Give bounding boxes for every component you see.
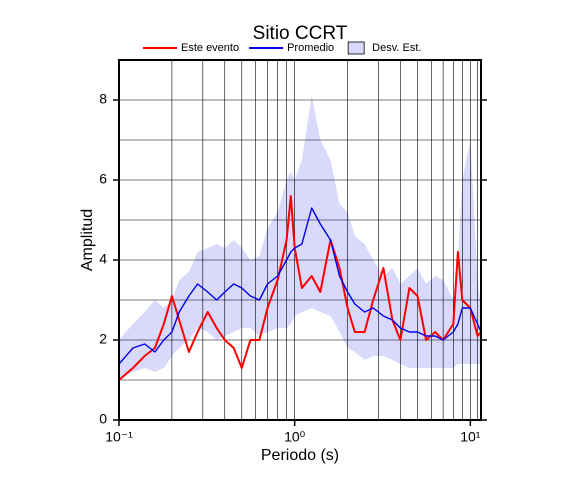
std-band xyxy=(119,96,481,380)
y-axis-label: Amplitud xyxy=(79,209,96,271)
plot-frame xyxy=(118,59,482,421)
y-tick-label: 6 xyxy=(99,171,107,187)
y-tick-label: 0 xyxy=(99,411,107,427)
legend-swatch xyxy=(347,41,365,55)
legend: Este evento Promedio Desv. Est. xyxy=(143,41,421,55)
y-tick-label: 4 xyxy=(99,251,107,267)
legend-label: Este evento xyxy=(181,42,239,54)
x-tick-label: 10⁰ xyxy=(284,429,306,445)
legend-label: Desv. Est. xyxy=(372,42,421,54)
y-tick-label: 8 xyxy=(99,91,107,107)
chart-title: Sitio CCRT xyxy=(253,23,348,44)
legend-label: Promedio xyxy=(287,42,334,54)
y-tick-label: 2 xyxy=(99,331,107,347)
x-axis-label: Periodo (s) xyxy=(261,447,339,464)
series-line xyxy=(118,195,482,381)
x-tick-label: 10¹ xyxy=(460,429,481,445)
series-line xyxy=(118,207,482,365)
x-tick-label: 10⁻¹ xyxy=(105,429,133,445)
